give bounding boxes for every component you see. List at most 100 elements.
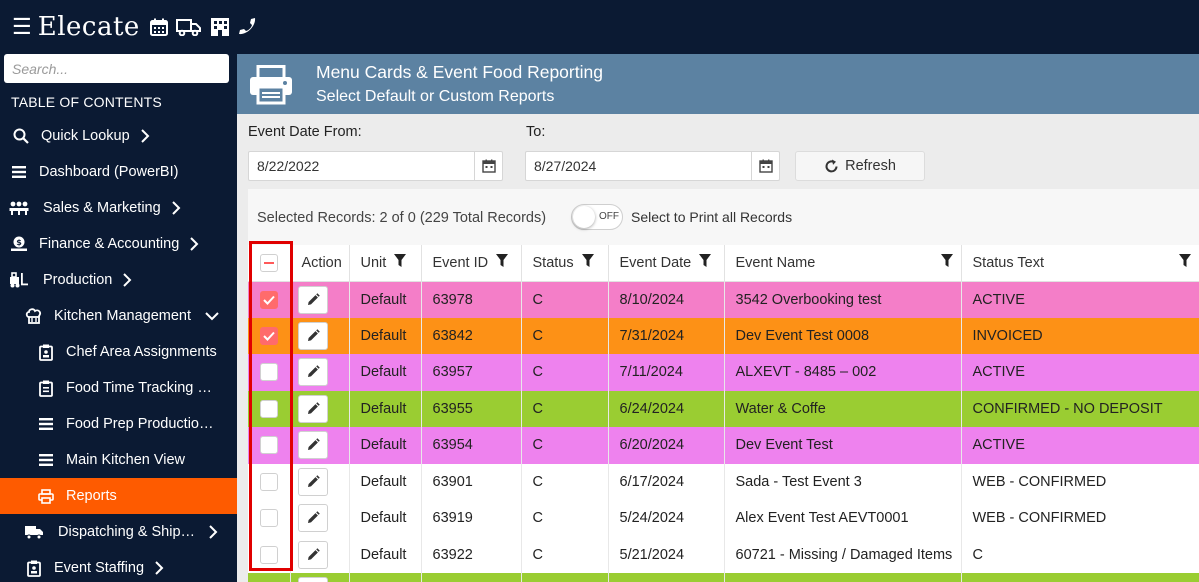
table-row[interactable]	[248, 573, 1199, 582]
people-icon	[9, 200, 29, 216]
edit-button[interactable]	[297, 285, 328, 314]
action-cell	[290, 573, 350, 582]
edit-button[interactable]	[297, 577, 328, 582]
app-logo[interactable]: Elecate	[37, 12, 140, 42]
action-cell	[290, 354, 350, 391]
row-checkbox[interactable]	[259, 326, 278, 345]
row-checkbox[interactable]	[259, 436, 278, 455]
row-select-cell	[248, 390, 291, 427]
row-checkbox[interactable]	[259, 363, 278, 382]
cell-event-name: 60721 - Missing / Damaged Items	[724, 536, 962, 573]
sidebar-item-reports[interactable]: Reports	[0, 478, 237, 514]
table-row[interactable]: Default 63922 C 5/21/2024 60721 - Missing / …	[248, 536, 1199, 573]
select-all-checkbox[interactable]	[259, 253, 278, 272]
sidebar-item-sales-marketing[interactable]: Sales & Marketing	[0, 190, 237, 226]
table-row[interactable]: Default 63957 C 7/11/2024 ALXEVT - 8485 – 00…	[248, 354, 1199, 391]
cell-unit: Default	[349, 390, 422, 427]
date-to-input[interactable]: 8/27/2024	[525, 151, 780, 181]
sidebar-item-label: Quick Lookup	[41, 128, 130, 144]
menu-icon[interactable]: ☰	[12, 14, 32, 39]
cell-status: C	[521, 281, 609, 318]
table-row[interactable]: Default 63901 C 6/17/2024 Sada - Test Event …	[248, 463, 1199, 500]
table-row[interactable]: Default 63919 C 5/24/2024 Alex Event Test AE…	[248, 500, 1199, 537]
phone-icon[interactable]	[238, 17, 258, 37]
column-header-status[interactable]: Status	[521, 245, 609, 282]
sidebar-item-production[interactable]: Production	[0, 262, 237, 298]
filter-icon[interactable]	[1178, 254, 1191, 271]
cell-status-text	[961, 573, 1199, 582]
date-from-label: Event Date From:	[248, 124, 362, 140]
sidebar-item-food-prep-production[interactable]: Food Prep Production Report	[0, 406, 237, 442]
row-checkbox[interactable]	[259, 472, 278, 491]
filter-icon[interactable]	[699, 254, 712, 271]
cell-event-name: Sada - Test Event 3	[724, 463, 962, 500]
column-header-unit[interactable]: Unit	[349, 245, 422, 282]
cell-event-id: 63922	[421, 536, 522, 573]
clipboard-icon	[36, 380, 56, 397]
filter-icon[interactable]	[394, 254, 407, 271]
sidebar-item-food-time-tracking[interactable]: Food Time Tracking Production	[0, 370, 237, 406]
pencil-icon	[306, 402, 320, 416]
column-header-event-date[interactable]: Event Date	[608, 245, 725, 282]
edit-button[interactable]	[297, 467, 328, 496]
row-checkbox[interactable]	[259, 509, 278, 528]
edit-button[interactable]	[297, 321, 328, 350]
row-checkbox[interactable]	[259, 290, 278, 309]
sidebar-item-event-staffing[interactable]: Event Staffing	[0, 550, 237, 582]
action-cell	[290, 500, 350, 537]
edit-button[interactable]	[297, 394, 328, 423]
sidebar-item-finance-accounting[interactable]: $ Finance & Accounting	[0, 226, 237, 262]
selected-records-text: Selected Records: 2 of 0 (229 Total Reco…	[257, 210, 547, 226]
calendar-icon[interactable]	[751, 152, 779, 180]
pencil-icon	[306, 475, 320, 489]
calendar-icon[interactable]	[474, 152, 502, 180]
table-row[interactable]: Default 63842 C 7/31/2024 Dev Event Test 000…	[248, 317, 1199, 354]
date-from-input[interactable]: 8/22/2022	[248, 151, 503, 181]
column-header-event-id[interactable]: Event ID	[421, 245, 522, 282]
sidebar-item-quick-lookup[interactable]: Quick Lookup	[0, 118, 237, 154]
chef-hat-icon	[24, 308, 44, 324]
list-icon	[36, 453, 56, 467]
edit-button[interactable]	[297, 431, 328, 460]
edit-button[interactable]	[297, 540, 328, 569]
sidebar-item-chef-area-assignments[interactable]: Chef Area Assignments	[0, 334, 237, 370]
table-row[interactable]: Default 63954 C 6/20/2024 Dev Event Test ACTI…	[248, 427, 1199, 464]
row-select-cell	[248, 427, 291, 464]
pencil-icon	[306, 438, 320, 452]
sidebar-item-main-kitchen-view[interactable]: Main Kitchen View	[0, 442, 237, 478]
action-cell	[290, 463, 350, 500]
main-content: Event Date From: To: 8/22/2022 8/27/2024…	[237, 114, 1199, 582]
cell-event-date: 6/20/2024	[608, 427, 725, 464]
cell-status: C	[521, 317, 609, 354]
filter-icon[interactable]	[581, 254, 594, 271]
edit-button[interactable]	[297, 504, 328, 533]
table-row[interactable]: Default 63978 C 8/10/2024 3542 Overbooking t…	[248, 281, 1199, 318]
row-checkbox[interactable]	[259, 399, 278, 418]
action-cell	[290, 317, 350, 354]
cell-unit: Default	[349, 317, 422, 354]
select-all-cell	[248, 245, 291, 282]
print-all-toggle[interactable]: OFF	[571, 204, 623, 230]
sidebar-item-dispatching-shipping[interactable]: Dispatching & Shipping	[0, 514, 237, 550]
toc-title: TABLE OF CONTENTS	[11, 94, 162, 110]
table-row[interactable]: Default 63955 C 6/24/2024 Water & Coffe CONFI…	[248, 390, 1199, 427]
action-cell	[290, 281, 350, 318]
row-checkbox[interactable]	[259, 545, 278, 564]
sidebar-item-kitchen-management[interactable]: Kitchen Management	[0, 298, 237, 334]
cell-event-date: 8/10/2024	[608, 281, 725, 318]
column-header-action: Action	[290, 245, 350, 282]
truck-icon[interactable]	[175, 18, 202, 36]
refresh-button[interactable]: Refresh	[795, 151, 925, 181]
filter-icon[interactable]	[496, 254, 509, 271]
edit-button[interactable]	[297, 358, 328, 387]
calendar-icon[interactable]	[149, 18, 168, 36]
cell-status-text: CONFIRMED - NO DEPOSIT	[961, 390, 1199, 427]
sidebar-item-dashboard[interactable]: Dashboard (PowerBI)	[0, 154, 237, 190]
building-icon[interactable]	[210, 17, 230, 37]
filter-icon[interactable]	[940, 254, 953, 271]
column-header-status-text[interactable]: Status Text	[961, 245, 1199, 282]
sidebar-item-label: Dispatching & Shipping	[58, 524, 198, 540]
search-input[interactable]	[4, 54, 229, 83]
cell-status-text: C	[961, 536, 1199, 573]
column-header-event-name[interactable]: Event Name	[724, 245, 962, 282]
